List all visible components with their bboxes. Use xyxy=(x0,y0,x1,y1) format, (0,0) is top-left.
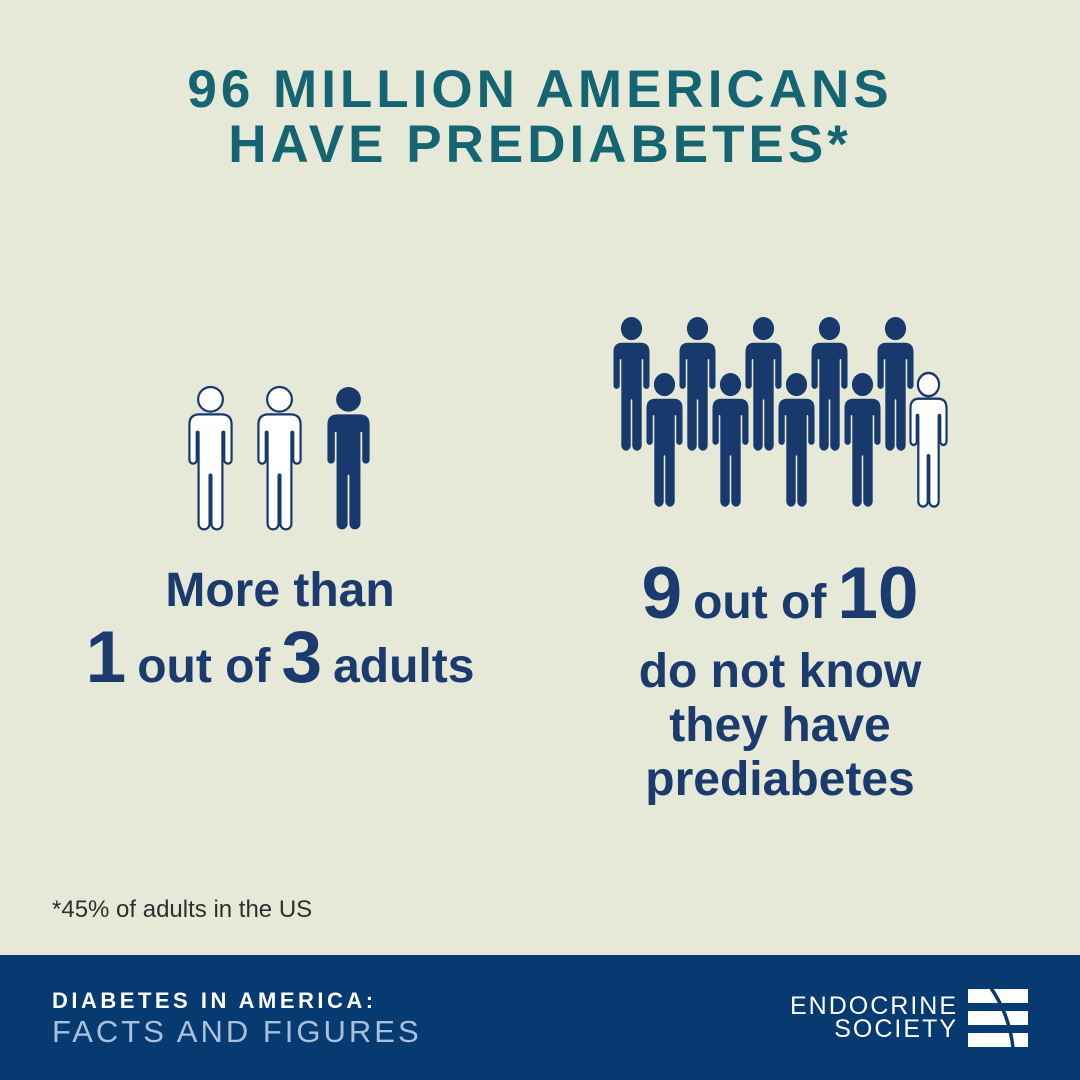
stat-right-statistic: 9 out of 10 xyxy=(585,552,975,645)
logo-line1: ENDOCRINE xyxy=(789,991,958,1020)
stat-right-denominator: 10 xyxy=(837,553,919,634)
stat-right-line: they have xyxy=(669,699,891,752)
series-title: DIABETES IN AMERICA: xyxy=(52,987,377,1013)
pictograph-1-out-of-3 xyxy=(188,385,370,531)
endocrine-society-logo-icon xyxy=(968,986,1028,1048)
stat-right-connector: out of xyxy=(693,576,827,629)
footnote: *45% of adults in the US xyxy=(52,896,313,923)
person-icon-outline xyxy=(188,385,233,531)
stat-right-line: do not know xyxy=(638,645,922,698)
stat-left-caption: More than 1 out of 3 adults xyxy=(60,566,500,709)
pictograph-9-out-of-10 xyxy=(613,317,952,511)
stat-left-numerator: 1 xyxy=(85,617,127,698)
page-title-line2: HAVE PREDIABETES* xyxy=(228,115,852,174)
footer-bar: DIABETES IN AMERICA: FACTS AND FIGURES E… xyxy=(0,955,1080,1080)
page-title: 96 MILLION AMERICANS HAVE PREDIABETES* xyxy=(0,62,1080,172)
person-icon-filled xyxy=(327,387,370,530)
stat-right-numerator: 9 xyxy=(641,553,683,634)
stat-left-intro: More than xyxy=(165,564,395,617)
person-icon-outline xyxy=(257,385,302,531)
stat-left-suffix: adults xyxy=(333,640,475,693)
stat-left-connector: out of xyxy=(137,640,271,693)
stat-right-caption: 9 out of 10 do not know they have prediabe… xyxy=(585,552,975,807)
series-title-block: DIABETES IN AMERICA: FACTS AND FIGURES xyxy=(52,988,422,1048)
stat-left-statistic: 1 out of 3 adults xyxy=(60,616,500,709)
logo-line2: SOCIETY xyxy=(834,1014,958,1043)
series-subtitle: FACTS AND FIGURES xyxy=(52,1013,422,1049)
page-title-line1: 96 MILLION AMERICANS xyxy=(187,60,893,119)
endocrine-society-logo-text: ENDOCRINE SOCIETY xyxy=(789,991,958,1043)
endocrine-society-logo: ENDOCRINE SOCIETY xyxy=(789,986,1028,1048)
stat-right-line: prediabetes xyxy=(645,753,915,806)
stat-left-denominator: 3 xyxy=(281,617,323,698)
